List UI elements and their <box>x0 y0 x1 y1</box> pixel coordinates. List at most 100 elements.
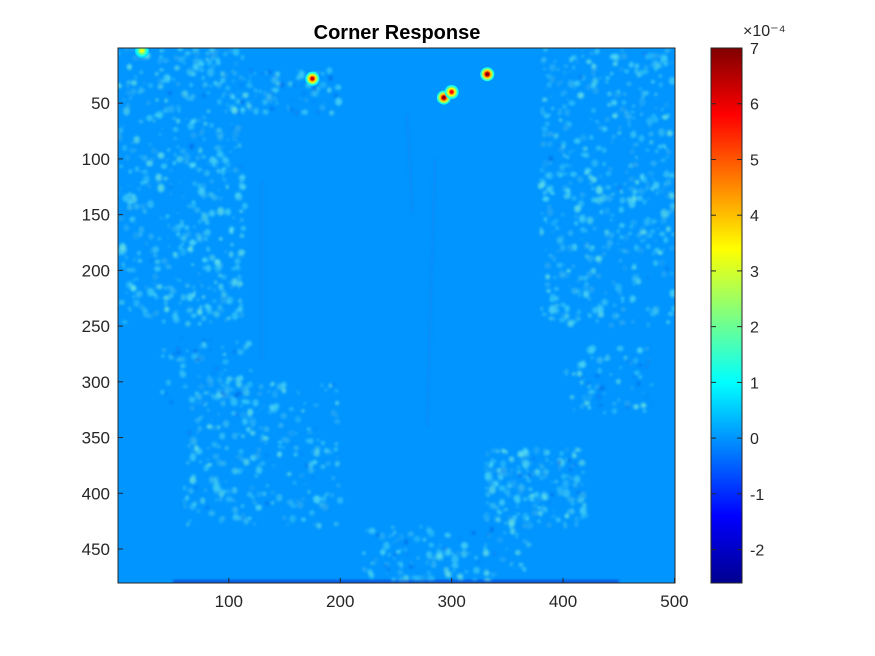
texture-blob <box>624 69 630 74</box>
texture-blob <box>483 570 490 576</box>
texture-blob <box>557 490 564 497</box>
texture-blob <box>168 168 173 173</box>
texture-blob <box>562 171 568 176</box>
texture-blob <box>319 104 326 111</box>
texture-blob <box>515 486 518 490</box>
texture-blob <box>385 571 389 576</box>
texture-blob <box>569 164 572 168</box>
texture-blob <box>618 258 623 263</box>
texture-blob <box>304 438 309 443</box>
response-peak <box>444 85 459 100</box>
texture-blob <box>584 83 592 91</box>
texture-blob <box>299 97 302 100</box>
texture-blob <box>237 391 243 395</box>
texture-blob <box>229 226 233 230</box>
texture-blob <box>220 263 224 266</box>
texture-blob <box>646 117 654 126</box>
texture-blob <box>173 152 177 157</box>
texture-blob <box>587 348 595 354</box>
texture-blob <box>275 71 281 77</box>
texture-blob <box>531 504 537 510</box>
texture-blob <box>219 372 224 376</box>
texture-blob <box>551 230 554 234</box>
texture-blob <box>311 476 315 479</box>
texture-blob <box>190 204 197 209</box>
texture-blob <box>167 285 171 289</box>
texture-blob <box>576 317 581 321</box>
texture-blob <box>187 247 192 251</box>
colorbar-tick-label: 6 <box>750 97 759 114</box>
texture-blob <box>202 382 205 385</box>
texture-blob <box>311 459 318 465</box>
texture-blob <box>616 185 622 191</box>
texture-blob <box>331 475 336 481</box>
texture-blob <box>286 499 294 506</box>
texture-blob <box>571 450 576 455</box>
texture-blob <box>650 80 655 84</box>
texture-blob <box>160 389 165 395</box>
texture-blob <box>530 498 535 502</box>
texture-blob <box>206 90 211 95</box>
texture-blob <box>118 82 121 89</box>
texture-blob <box>593 226 597 231</box>
texture-blob <box>307 438 314 444</box>
texture-blob <box>595 315 599 318</box>
texture-blob <box>221 155 228 161</box>
texture-blob <box>540 306 544 311</box>
texture-blob <box>232 280 237 286</box>
texture-blob <box>262 491 267 497</box>
texture-blob <box>130 192 133 195</box>
texture-edge <box>406 114 414 215</box>
texture-blob <box>196 308 203 316</box>
texture-blob <box>630 110 636 115</box>
texture-blob <box>387 553 391 557</box>
texture-blob <box>333 93 338 98</box>
texture-blob <box>555 226 559 230</box>
texture-blob <box>623 138 626 141</box>
texture-blob <box>630 131 637 139</box>
texture-blob <box>206 457 210 461</box>
texture-blob <box>194 178 198 181</box>
texture-blob <box>195 118 203 124</box>
texture-blob <box>543 67 546 71</box>
texture-blob <box>638 225 646 232</box>
texture-blob <box>666 169 669 172</box>
texture-blob <box>122 144 128 152</box>
texture-blob <box>513 496 517 500</box>
texture-blob <box>218 491 225 498</box>
texture-blob <box>562 104 567 109</box>
texture-blob <box>240 107 246 112</box>
texture-blob <box>246 491 253 497</box>
texture-blob <box>203 121 208 126</box>
texture-blob <box>558 317 566 323</box>
texture-blob <box>422 537 426 542</box>
texture-blob <box>137 259 142 264</box>
texture-blob <box>231 266 236 271</box>
texture-blob <box>575 312 580 318</box>
texture-blob <box>630 386 634 391</box>
texture-blob <box>292 480 297 485</box>
texture-blob <box>399 547 402 550</box>
texture-blob <box>557 466 562 472</box>
texture-blob <box>405 551 409 556</box>
texture-blob <box>554 312 558 316</box>
texture-blob <box>591 63 596 69</box>
texture-blob <box>669 193 675 200</box>
texture-blob <box>232 216 235 219</box>
texture-blob <box>198 321 202 326</box>
texture-blob <box>599 384 605 392</box>
texture-blob <box>189 143 195 150</box>
texture-blob <box>504 508 508 511</box>
texture-blob <box>231 486 238 494</box>
texture-blob <box>307 431 310 435</box>
texture-blob <box>642 199 647 205</box>
texture-blob <box>535 469 539 474</box>
texture-blob <box>567 458 572 463</box>
texture-blob <box>374 557 378 562</box>
texture-blob <box>214 366 219 371</box>
texture-blob <box>237 375 244 382</box>
texture-blob <box>254 88 258 93</box>
texture-blob <box>125 84 130 89</box>
texture-blob <box>298 473 305 478</box>
texture-blob <box>185 320 191 327</box>
